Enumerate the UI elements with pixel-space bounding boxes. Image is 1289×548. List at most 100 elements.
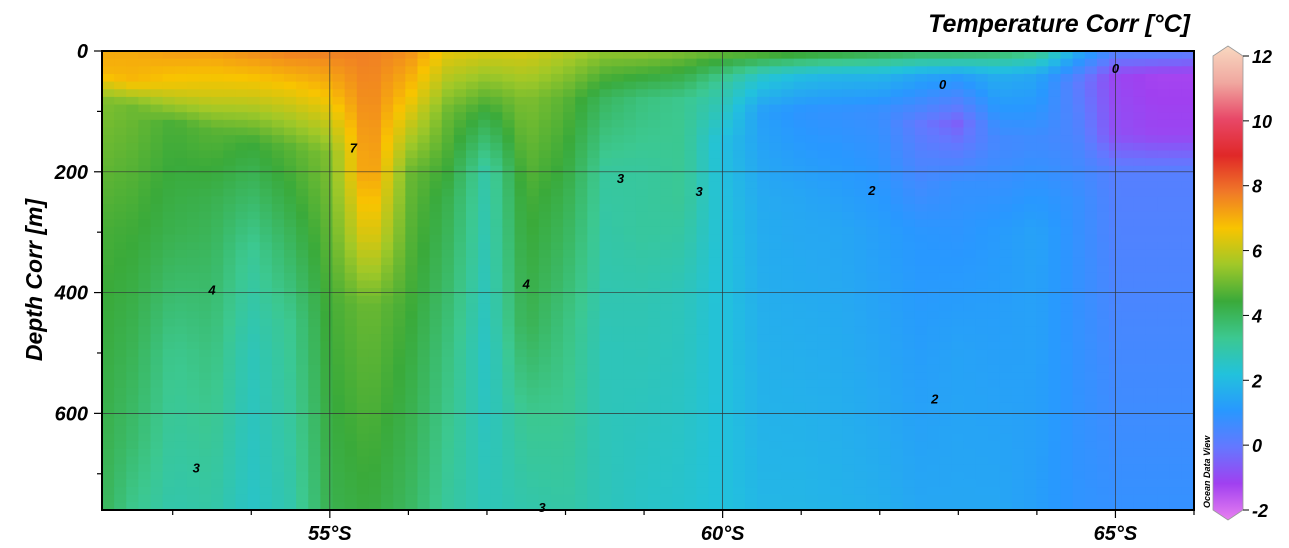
heatmap-cell	[951, 364, 965, 373]
heatmap-cell	[623, 395, 637, 404]
heatmap-cell	[211, 211, 224, 220]
heatmap-cell	[259, 326, 273, 335]
heatmap-cell	[793, 58, 807, 67]
heatmap-cell	[854, 173, 867, 182]
heatmap-cell	[987, 318, 1001, 327]
heatmap-cell	[890, 280, 904, 289]
heatmap-cell	[466, 204, 479, 213]
heatmap-cell	[999, 326, 1013, 335]
heatmap-cell	[211, 280, 224, 289]
heatmap-cell	[890, 181, 904, 190]
heatmap-cell	[381, 234, 394, 243]
heatmap-cell	[478, 395, 491, 404]
heatmap-cell	[793, 387, 807, 396]
heatmap-cell	[478, 379, 491, 389]
heatmap-cell	[1072, 295, 1086, 305]
heatmap-cell	[138, 334, 152, 343]
heatmap-cell	[271, 211, 285, 220]
heatmap-cell	[138, 433, 152, 442]
heatmap-cell	[138, 104, 152, 113]
heatmap-cell	[1096, 188, 1110, 197]
heatmap-cell	[381, 479, 394, 488]
heatmap-cell	[126, 150, 139, 159]
heatmap-cell	[890, 265, 904, 274]
heatmap-cell	[1072, 372, 1086, 381]
heatmap-cell	[393, 242, 406, 251]
heatmap-cell	[114, 73, 127, 83]
heatmap-cell	[963, 479, 977, 488]
heatmap-cell	[247, 318, 261, 327]
heatmap-cell	[344, 135, 358, 144]
heatmap-cell	[126, 402, 139, 412]
heatmap-cell	[114, 96, 127, 106]
heatmap-cell	[927, 257, 940, 266]
heatmap-cell	[842, 295, 855, 305]
heatmap-cell	[538, 303, 552, 312]
heatmap-cell	[466, 433, 479, 442]
heatmap-cell	[235, 158, 249, 167]
heatmap-cell	[635, 142, 649, 152]
heatmap-cell	[951, 448, 965, 458]
heatmap-cell	[199, 387, 212, 396]
heatmap-cell	[939, 242, 952, 251]
heatmap-cell	[1036, 96, 1049, 106]
heatmap-cell	[526, 318, 540, 327]
heatmap-cell	[769, 364, 783, 373]
heatmap-cell	[842, 226, 855, 236]
heatmap-cell	[308, 372, 321, 381]
heatmap-cell	[599, 81, 613, 90]
heatmap-cell	[271, 158, 285, 167]
heatmap-cell	[781, 425, 795, 435]
heatmap-cell	[150, 196, 164, 205]
heatmap-cell	[599, 242, 613, 251]
heatmap-cell	[526, 51, 540, 60]
heatmap-cell	[368, 112, 382, 121]
heatmap-cell	[284, 395, 297, 404]
heatmap-cell	[648, 479, 661, 488]
heatmap-cell	[344, 81, 358, 90]
heatmap-cell	[939, 211, 952, 220]
heatmap-cell	[441, 165, 455, 174]
heatmap-cell	[235, 379, 249, 389]
heatmap-cell	[563, 158, 576, 167]
heatmap-cell	[1060, 318, 1074, 327]
heatmap-cell	[563, 204, 576, 213]
heatmap-cell	[1096, 96, 1110, 106]
heatmap-cell	[502, 234, 516, 243]
heatmap-cell	[199, 226, 212, 236]
heatmap-cell	[963, 441, 977, 450]
heatmap-cell	[1012, 395, 1025, 404]
heatmap-cell	[854, 433, 867, 442]
heatmap-cell	[927, 418, 940, 427]
heatmap-cell	[550, 357, 564, 366]
heatmap-cell	[805, 158, 819, 167]
heatmap-cell	[902, 89, 916, 98]
heatmap-cell	[1048, 410, 1062, 419]
heatmap-cell	[587, 158, 601, 167]
heatmap-cell	[951, 471, 965, 480]
heatmap-cell	[284, 96, 297, 106]
heatmap-cell	[1036, 479, 1049, 488]
heatmap-cell	[393, 66, 406, 75]
heatmap-cell	[332, 425, 346, 435]
heatmap-cell	[368, 204, 382, 213]
heatmap-cell	[623, 265, 637, 274]
heatmap-cell	[102, 104, 115, 113]
heatmap-cell	[963, 104, 977, 113]
heatmap-cell	[284, 479, 297, 488]
heatmap-cell	[793, 311, 807, 320]
heatmap-cell	[332, 487, 346, 496]
heatmap-cell	[417, 265, 431, 274]
heatmap-cell	[308, 96, 321, 106]
heatmap-cell	[284, 226, 297, 236]
heatmap-cell	[1012, 211, 1025, 220]
heatmap-cell	[102, 326, 115, 335]
heatmap-cell	[344, 464, 358, 473]
heatmap-cell	[599, 112, 613, 121]
heatmap-cell	[259, 425, 273, 435]
heatmap-cell	[381, 379, 394, 389]
heatmap-cell	[975, 127, 989, 136]
heatmap-cell	[672, 448, 685, 458]
heatmap-cell	[793, 280, 807, 289]
heatmap-cell	[575, 127, 588, 136]
